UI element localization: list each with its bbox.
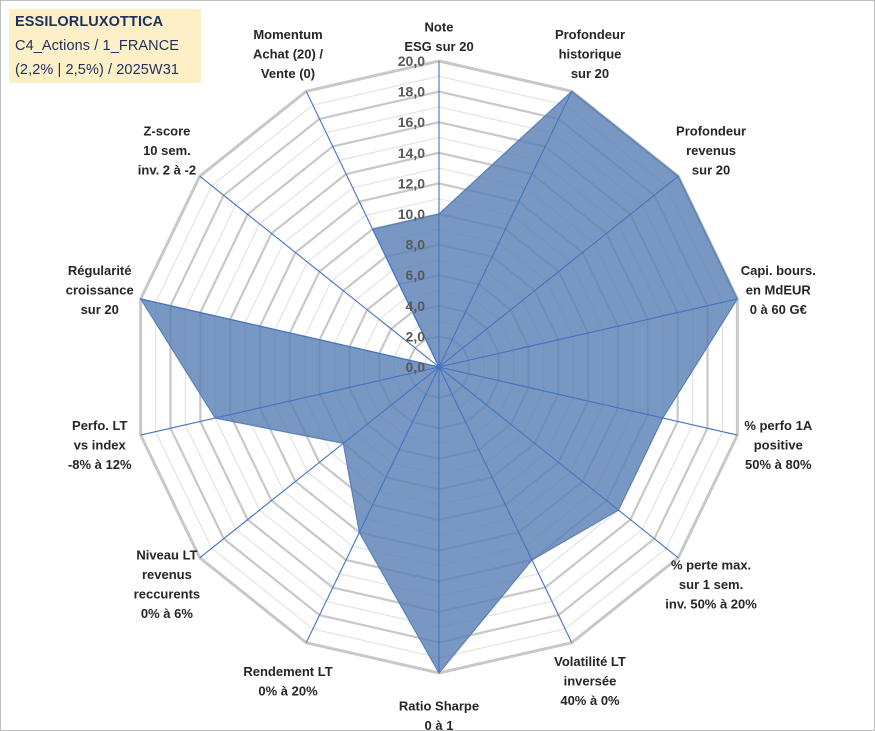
- axis-label-line: ESG sur 20: [404, 39, 473, 54]
- axis-label: Rendement LT 0% à 20%: [243, 664, 332, 699]
- axis-label-line: 40% à 0%: [560, 693, 620, 708]
- title-line-2: C4_Actions / 1_FRANCE: [15, 38, 180, 54]
- axis-label-line: -8% à 12%: [68, 457, 132, 472]
- axis-label-line: revenus: [686, 143, 736, 158]
- axis-label-line: positive: [754, 437, 803, 452]
- axis-label: Niveau LT revenus reccurents 0% à 6%: [134, 548, 200, 622]
- axis-label: Capi. bours. en MdEUR 0 à 60 G€: [741, 263, 816, 317]
- axis-label: Profondeur revenus sur 20: [676, 124, 746, 178]
- axis-label: Perfo. LT vs index -8% à 12%: [68, 418, 132, 472]
- tick-label: 0,0: [406, 359, 426, 375]
- axis-label-line: historique: [559, 46, 622, 61]
- axis-label-line: inv. 50% à 20%: [665, 596, 757, 611]
- radial-tick-labels: 0,0 2,0 4,0 6,0 8,0 10,0 12,0 14,0 16,0 18,0 20,0: [398, 53, 425, 375]
- tick-label: 4,0: [406, 298, 426, 314]
- axis-label-line: sur 1 sem.: [679, 577, 743, 592]
- title-line-3: (2,2% | 2,5%) / 2025W31: [15, 62, 180, 78]
- axis-label-line: 0% à 20%: [258, 683, 318, 698]
- radar-spokes: [140, 61, 738, 673]
- axis-label-line: 10 sem.: [143, 143, 191, 158]
- axis-spoke: [438, 91, 573, 368]
- axis-spoke: [305, 366, 440, 643]
- axis-spoke: [199, 366, 440, 559]
- axis-label-line: % perfo 1A: [744, 418, 813, 433]
- axis-label: Profondeur historique sur 20: [555, 27, 625, 81]
- axis-label-line: vs index: [74, 437, 127, 452]
- axis-label-line: Volatilité LT: [554, 654, 626, 669]
- axis-spoke: [438, 298, 738, 368]
- axis-label-line: sur 20: [571, 66, 609, 81]
- axis-label-line: Note: [425, 20, 454, 35]
- axis-label-line: 0% à 6%: [141, 606, 193, 621]
- axis-spoke: [305, 91, 440, 368]
- axis-label-line: Capi. bours.: [741, 263, 816, 278]
- axis-label-line: Momentum: [253, 27, 322, 42]
- axis-label: Ratio Sharpe 0 à 1: [399, 698, 479, 731]
- axis-label-line: Rendement LT: [243, 664, 332, 679]
- tick-label: 20,0: [398, 53, 425, 69]
- axis-label: Momentum Achat (20) / Vente (0): [253, 27, 323, 81]
- tick-label: 18,0: [398, 84, 425, 100]
- axis-spoke: [438, 175, 679, 368]
- axis-label-line: Profondeur: [555, 27, 625, 42]
- axis-spoke: [438, 366, 738, 436]
- axis-label-line: reccurents: [134, 587, 200, 602]
- axis-label-line: 0 à 60 G€: [750, 302, 807, 317]
- axis-spoke: [438, 366, 679, 559]
- axis-label: Note ESG sur 20: [404, 20, 473, 55]
- axis-label-line: inv. 2 à -2: [138, 163, 196, 178]
- axis-label-line: Profondeur: [676, 124, 746, 139]
- axis-spoke: [140, 298, 440, 368]
- tick-label: 16,0: [398, 114, 425, 130]
- axis-label-line: Ratio Sharpe: [399, 698, 479, 713]
- axis-label: Régularité croissance sur 20: [66, 263, 134, 317]
- axis-label-line: % perte max.: [671, 557, 751, 572]
- axis-label-line: Achat (20) /: [253, 46, 323, 61]
- tick-label: 12,0: [398, 175, 425, 191]
- title-line-1: ESSILORLUXOTTICA: [15, 14, 164, 30]
- axis-labels: Note ESG sur 20 Profondeur historique sur 20…: [66, 20, 816, 731]
- axis-label-line: sur 20: [692, 163, 730, 178]
- axis-label-line: inversée: [564, 674, 617, 689]
- axis-label-line: en MdEUR: [746, 283, 812, 298]
- axis-label-line: Régularité: [68, 263, 132, 278]
- axis-spoke: [199, 175, 440, 368]
- tick-label: 10,0: [398, 206, 425, 222]
- tick-label: 14,0: [398, 145, 425, 161]
- axis-label-line: revenus: [142, 567, 192, 582]
- axis-label-line: Z-score: [143, 124, 190, 139]
- axis-label-line: Niveau LT: [136, 548, 197, 563]
- axis-label-line: 50% à 80%: [745, 457, 812, 472]
- title-box: ESSILORLUXOTTICA C4_Actions / 1_FRANCE (…: [9, 9, 201, 83]
- axis-label: Volatilité LT inversée 40% à 0%: [554, 654, 626, 708]
- axis-label-line: sur 20: [81, 302, 119, 317]
- axis-spoke: [438, 366, 573, 643]
- axis-label-line: croissance: [66, 283, 134, 298]
- tick-label: 2,0: [406, 328, 426, 344]
- axis-label-line: Vente (0): [261, 66, 315, 81]
- axis-spoke: [140, 366, 440, 436]
- axis-label-line: 0 à 1: [425, 718, 454, 731]
- tick-label: 8,0: [406, 237, 426, 253]
- tick-label: 6,0: [406, 267, 426, 283]
- axis-label: % perfo 1A positive 50% à 80%: [744, 418, 813, 472]
- axis-label-line: Perfo. LT: [72, 418, 127, 433]
- axis-label: Z-score 10 sem. inv. 2 à -2: [138, 124, 196, 178]
- axis-label: % perte max. sur 1 sem. inv. 50% à 20%: [665, 557, 757, 611]
